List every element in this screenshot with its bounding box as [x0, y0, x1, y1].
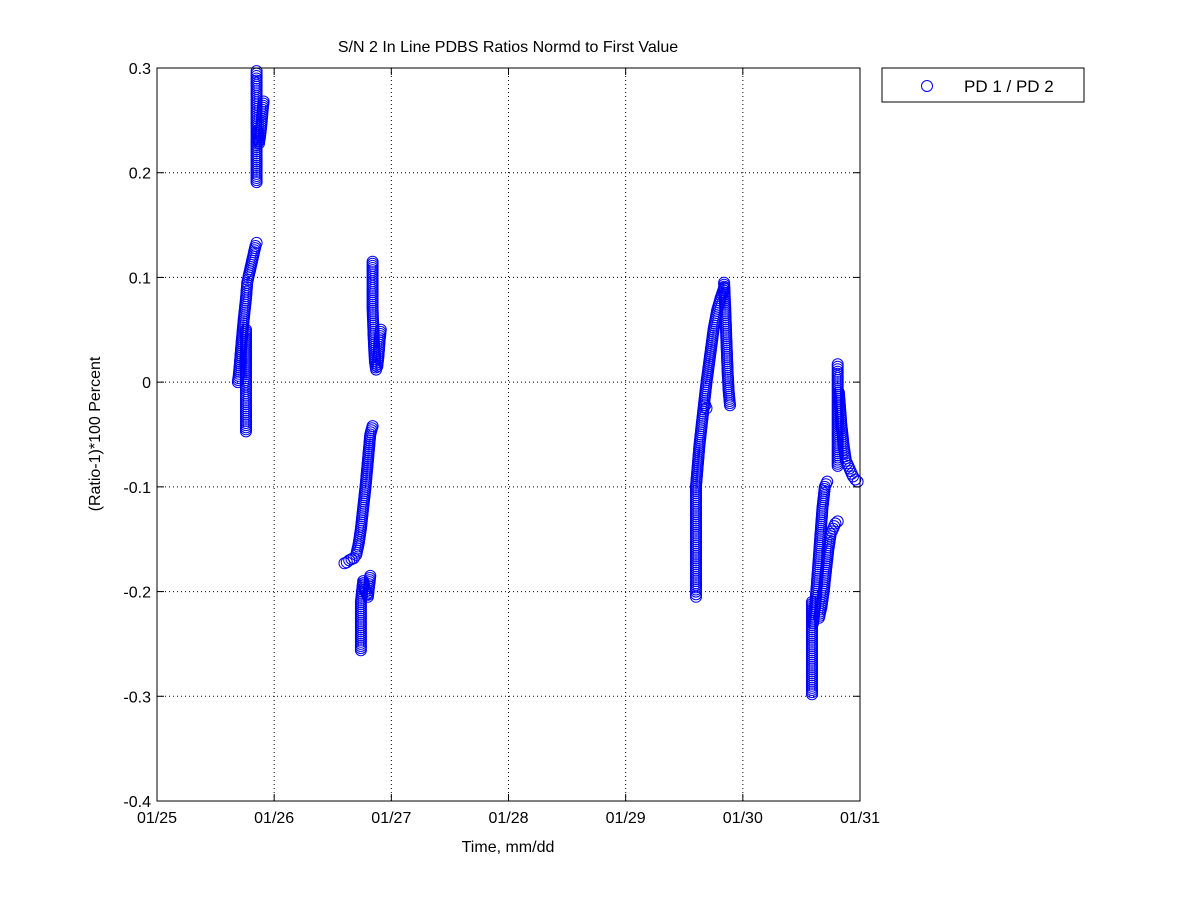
x-tick-label: 01/29	[606, 810, 646, 827]
legend-label: PD 1 / PD 2	[964, 77, 1054, 96]
data-point	[374, 323, 387, 336]
data-point	[240, 323, 252, 336]
x-tick-label: 01/28	[488, 810, 528, 827]
legend-marker	[921, 80, 933, 92]
y-tick-label: -0.1	[123, 480, 151, 497]
data-point	[821, 475, 834, 488]
y-tick-label: 0.3	[129, 61, 151, 78]
x-tick-label: 01/27	[371, 810, 411, 827]
data-point	[849, 473, 862, 486]
y-axis-title: (Ratio-1)*100 Percent	[87, 356, 104, 511]
plot-area	[157, 68, 860, 801]
legend: PD 1 / PD 2	[881, 67, 1085, 103]
data-point	[366, 420, 379, 433]
x-tick-labels: 01/25 01/26 01/27 01/28 01/29 01/30 01/31	[137, 810, 880, 827]
data-point	[250, 65, 263, 78]
x-tick-label: 01/26	[254, 810, 294, 827]
x-tick-label: 01/25	[137, 810, 177, 827]
data-point	[250, 176, 263, 189]
data-point	[700, 402, 713, 415]
y-tick-label: -0.3	[123, 689, 151, 706]
data-point	[250, 236, 263, 249]
y-tick-label: 0.2	[129, 166, 151, 183]
data-point	[364, 569, 377, 582]
y-tick-label: 0	[142, 375, 151, 392]
x-axis-title: Time, mm/dd	[462, 839, 555, 856]
y-tick-label: -0.4	[123, 794, 151, 811]
y-tick-label: 0.1	[129, 270, 151, 287]
data-point	[831, 358, 844, 371]
data-point	[829, 517, 842, 530]
legend-box	[881, 67, 1085, 103]
axis-ticks	[156, 67, 861, 802]
y-tick-label: -0.2	[123, 585, 151, 602]
data-point	[257, 95, 270, 108]
y-tick-labels: -0.4 -0.3 -0.2 -0.1 0 0.1 0.2 0.3	[123, 61, 151, 811]
chart-title: S/N 2 In Line PDBS Ratios Normd to First…	[338, 39, 678, 56]
x-tick-label: 01/31	[840, 810, 880, 827]
data-point	[831, 515, 844, 528]
data-point	[724, 399, 736, 412]
data-point	[698, 397, 711, 410]
data-points	[231, 65, 864, 701]
x-tick-label: 01/30	[723, 810, 763, 827]
